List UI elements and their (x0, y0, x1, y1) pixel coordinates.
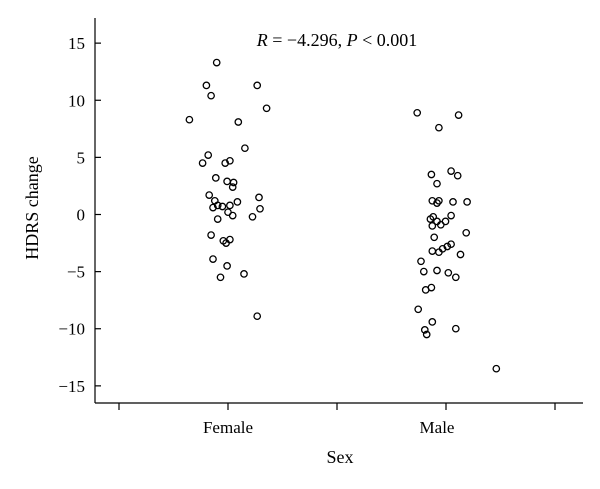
data-point-female (213, 215, 222, 223)
y-tick-label: 0 (77, 205, 86, 224)
data-point-male (433, 199, 441, 207)
data-points (185, 58, 501, 373)
data-point-male (456, 250, 465, 259)
data-point-male (427, 170, 436, 179)
data-point-male (492, 364, 501, 373)
x-tick-label: Male (420, 418, 455, 437)
data-point-male (426, 215, 435, 223)
data-point-male (447, 167, 455, 175)
data-point-female (223, 262, 231, 270)
data-point-female (223, 177, 231, 186)
data-point-male (428, 247, 437, 255)
data-point-female (216, 273, 225, 282)
data-point-female (240, 270, 248, 278)
data-point-male (444, 268, 453, 277)
data-point-male (422, 330, 431, 339)
data-point-male (419, 267, 428, 276)
data-point-male (463, 198, 471, 206)
data-point-female (212, 58, 221, 67)
data-point-male (433, 179, 441, 188)
data-point-female (248, 212, 257, 221)
data-point-female (209, 255, 217, 263)
y-tick-label: −5 (67, 263, 85, 282)
data-point-female (228, 211, 237, 220)
data-point-male (433, 266, 441, 275)
data-point-male (449, 198, 457, 206)
data-point-male (428, 222, 437, 230)
y-tick-label: 15 (68, 34, 85, 53)
data-point-female (205, 191, 214, 199)
data-point-male (462, 228, 471, 237)
data-point-female (234, 118, 243, 126)
data-point-female (228, 183, 237, 191)
data-point-female (241, 144, 249, 153)
y-axis: −15 −10 −5 0 5 10 15 (58, 18, 101, 403)
correlation-annotation: R = −4.296, P < 0.001 (256, 30, 417, 50)
data-point-male (435, 123, 443, 132)
y-tick-label: −10 (58, 320, 85, 339)
data-point-male (413, 108, 422, 117)
data-point-female (202, 81, 211, 90)
data-point-female (213, 201, 222, 210)
data-point-female (218, 202, 227, 211)
data-point-male (414, 305, 423, 314)
data-point-male (441, 217, 450, 226)
x-axis-title: Sex (327, 447, 354, 467)
annotation-p-value: < 0.001 (358, 30, 418, 50)
x-tick-label: Female (203, 418, 253, 437)
data-point-female (226, 235, 234, 244)
annotation-r-value: = −4.296, (268, 30, 347, 50)
data-point-male (453, 171, 462, 180)
data-point-male (451, 273, 460, 282)
data-point-male (435, 196, 443, 205)
data-point-male (420, 326, 429, 334)
data-point-male (443, 242, 452, 251)
data-point-male (417, 257, 425, 266)
y-tick-label: −15 (58, 377, 85, 396)
y-tick-label: 5 (77, 148, 86, 167)
data-point-female (253, 81, 262, 90)
data-point-female (256, 204, 264, 213)
data-point-female (233, 198, 242, 206)
annotation-r-symbol: R (256, 30, 268, 50)
data-point-male (451, 324, 460, 333)
y-axis-title: HDRS change (22, 156, 42, 259)
data-point-female (229, 178, 238, 187)
data-point-female (207, 91, 215, 100)
data-point-female (226, 156, 234, 165)
data-point-female (185, 115, 194, 124)
annotation-p-symbol: P (346, 30, 358, 50)
y-tick-label: 10 (68, 91, 85, 110)
data-point-male (454, 111, 463, 119)
data-point-male (428, 318, 437, 326)
data-point-female (209, 203, 217, 212)
data-point-female (211, 174, 220, 182)
data-point-male (447, 240, 455, 249)
data-point-female (204, 151, 213, 159)
data-point-female (198, 159, 207, 167)
data-point-female (253, 312, 262, 321)
x-axis: Female Male (95, 402, 583, 437)
data-point-male (447, 211, 455, 220)
data-point-female (255, 193, 263, 202)
data-point-female (207, 231, 215, 239)
data-point-male (430, 233, 439, 242)
data-point-male (427, 283, 436, 292)
data-point-female (226, 201, 234, 210)
data-point-female (262, 104, 271, 113)
